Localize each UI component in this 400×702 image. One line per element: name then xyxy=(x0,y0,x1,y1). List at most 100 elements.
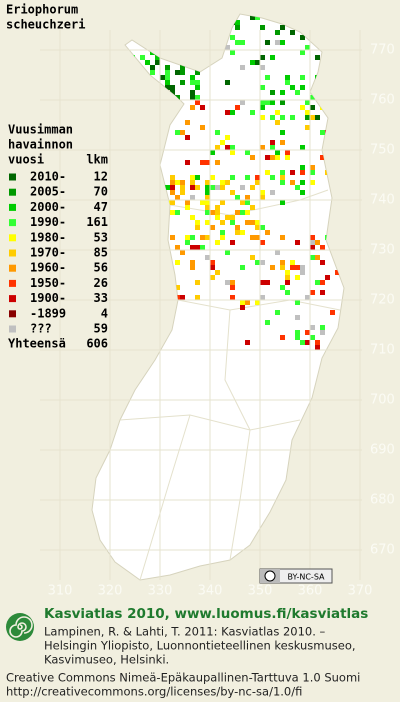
observation-square xyxy=(230,295,235,300)
observation-square xyxy=(240,230,245,235)
observation-square xyxy=(240,185,245,190)
observation-square xyxy=(180,70,185,75)
observation-square xyxy=(280,265,285,270)
legend-title: havainnon xyxy=(8,138,73,152)
observation-square xyxy=(155,60,160,65)
observation-square xyxy=(235,25,240,30)
observation-square xyxy=(200,125,205,130)
observation-square xyxy=(220,180,225,185)
observation-square xyxy=(190,90,195,95)
legend-count: 56 xyxy=(94,261,108,275)
observation-square xyxy=(205,190,210,195)
observation-square xyxy=(245,220,250,225)
observation-square xyxy=(170,185,175,190)
observation-square xyxy=(295,240,300,245)
legend-label: -1899 xyxy=(30,306,66,320)
observation-square xyxy=(260,145,265,150)
observation-square xyxy=(230,50,235,55)
observation-square xyxy=(295,330,300,335)
observation-square xyxy=(175,95,180,100)
observation-square xyxy=(250,235,255,240)
legend-label: 1980- xyxy=(30,230,66,244)
border xyxy=(119,414,301,431)
observation-square xyxy=(315,340,320,345)
observation-square xyxy=(280,40,285,45)
observation-square xyxy=(280,25,285,30)
observation-square xyxy=(285,80,290,85)
observation-square xyxy=(280,200,285,205)
legend-label: 1900- xyxy=(30,291,66,305)
observation-square xyxy=(280,90,285,95)
observation-square xyxy=(280,335,285,340)
observation-square xyxy=(290,30,295,35)
observation-square xyxy=(225,110,230,115)
observation-square xyxy=(275,250,280,255)
observation-square xyxy=(295,275,300,280)
observation-square xyxy=(300,145,305,150)
observation-square xyxy=(270,140,275,145)
observation-square xyxy=(215,215,220,220)
observation-square xyxy=(215,210,220,215)
grid-label: 710 xyxy=(370,343,395,358)
observation-square xyxy=(205,235,210,240)
observation-square xyxy=(315,345,320,350)
license-badge: BY-NC-SA xyxy=(259,568,333,584)
observation-square xyxy=(260,100,265,105)
observation-square xyxy=(195,80,200,85)
grid-label: 730 xyxy=(370,243,395,258)
grid-label: 770 xyxy=(370,43,395,58)
observation-square xyxy=(315,115,320,120)
observation-square xyxy=(300,265,305,270)
observation-square xyxy=(190,260,195,265)
observation-square xyxy=(280,175,285,180)
observation-square xyxy=(300,75,305,80)
observation-square xyxy=(190,95,195,100)
observation-square xyxy=(300,340,305,345)
observation-square xyxy=(315,255,320,260)
observation-square xyxy=(255,235,260,240)
observation-square xyxy=(305,110,310,115)
observation-square xyxy=(280,100,285,105)
grid-label: 310 xyxy=(48,584,73,599)
legend-swatch xyxy=(9,203,16,211)
observation-square xyxy=(245,195,250,200)
observation-square xyxy=(260,240,265,245)
observation-square xyxy=(315,280,320,285)
observation-square xyxy=(300,85,305,90)
observation-square xyxy=(190,265,195,270)
observation-square xyxy=(225,145,230,150)
observation-square xyxy=(305,125,310,130)
observation-square xyxy=(290,170,295,175)
observation-square xyxy=(265,155,270,160)
observation-square xyxy=(195,220,200,225)
observation-square xyxy=(230,145,235,150)
observation-square xyxy=(235,225,240,230)
observation-square xyxy=(185,120,190,125)
observation-square xyxy=(300,35,305,40)
observation-square xyxy=(320,325,325,330)
observation-square xyxy=(310,95,315,100)
observation-square xyxy=(215,160,220,165)
grid-label: 760 xyxy=(370,93,395,108)
observation-square xyxy=(260,65,265,70)
coordinate-grid: 310 320 330 340 350 360 370 770 760 750 740 730 720 7… xyxy=(40,30,395,599)
observation-square xyxy=(275,120,280,125)
legend-count: 85 xyxy=(94,246,108,260)
observation-square xyxy=(210,185,215,190)
observation-square xyxy=(255,180,260,185)
observation-square xyxy=(300,165,305,170)
observation-square xyxy=(295,185,300,190)
observation-square xyxy=(255,60,260,65)
grid-label: 370 xyxy=(348,584,373,599)
legend-count: 53 xyxy=(94,230,108,244)
observation-square xyxy=(190,80,195,85)
observation-square xyxy=(165,75,170,80)
observation-square xyxy=(230,215,235,220)
observation-square xyxy=(200,160,205,165)
observation-square xyxy=(150,70,155,75)
observation-square xyxy=(175,260,180,265)
grid-label: 700 xyxy=(370,393,395,408)
observation-square xyxy=(165,80,170,85)
observation-square xyxy=(275,150,280,155)
